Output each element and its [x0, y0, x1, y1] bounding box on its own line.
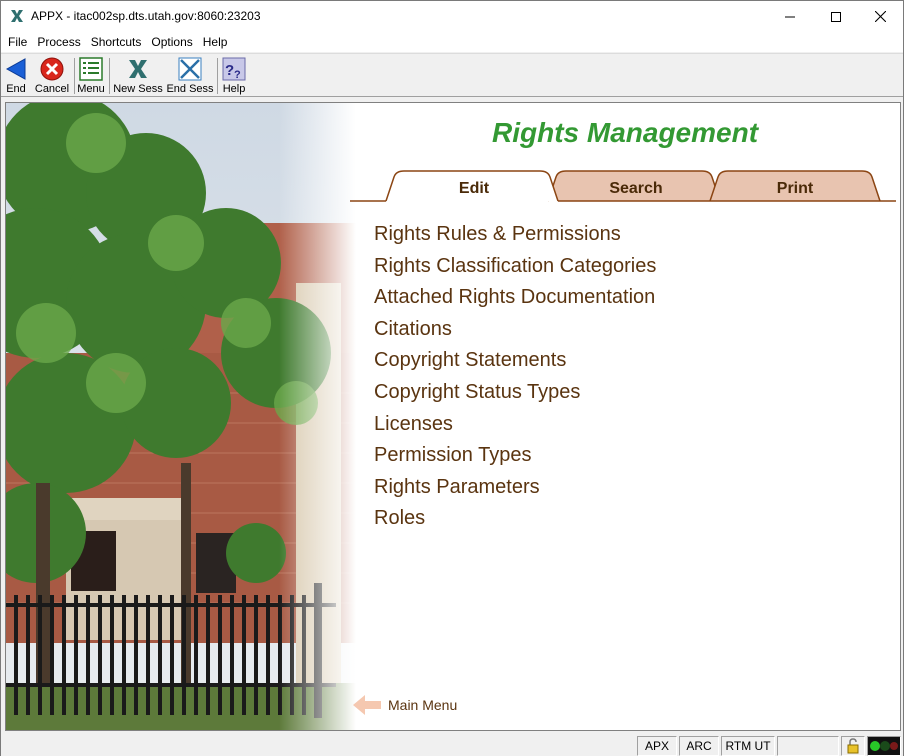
status-field-blank — [777, 736, 839, 756]
end-sess-label: End Sess — [166, 83, 214, 95]
end-button[interactable]: End — [3, 56, 29, 96]
close-icon — [874, 11, 886, 22]
page-title: Rights Management — [491, 117, 759, 148]
status-bar: APX ARC RTM UT — [1, 735, 903, 756]
content-area: Rights Management Edit Search Print Righ… — [5, 102, 901, 731]
appx-new-session-icon — [129, 60, 147, 78]
lock-icon — [847, 738, 859, 754]
menu-help[interactable]: Help — [202, 35, 228, 49]
menu-process[interactable]: Process — [37, 35, 81, 49]
status-field-apx: APX — [637, 736, 677, 756]
status-lights-icon — [870, 741, 898, 751]
maximize-icon — [831, 11, 841, 22]
list-menu-icon — [79, 57, 103, 81]
menu-label: Menu — [77, 83, 105, 95]
close-button[interactable] — [857, 1, 903, 32]
option-permission-types[interactable]: Permission Types — [374, 444, 532, 467]
option-attached-rights-documentation[interactable]: Attached Rights Documentation — [374, 286, 656, 309]
help-icon: ? ? — [222, 57, 246, 81]
left-arrow-icon — [353, 695, 381, 715]
tab-edit[interactable]: Edit — [458, 180, 490, 197]
status-field-rtm: RTM UT — [721, 736, 775, 756]
menu-file[interactable]: File — [8, 35, 28, 49]
title-bar: APPX - itac002sp.dts.utah.gov:8060:23203 — [1, 1, 903, 32]
cancel-icon — [40, 57, 64, 81]
option-copyright-statements[interactable]: Copyright Statements — [374, 349, 567, 372]
building-photo-image — [6, 103, 356, 730]
option-citations[interactable]: Citations — [374, 317, 452, 340]
end-session-button[interactable]: End Sess — [165, 56, 215, 96]
status-field-arc: ARC — [679, 736, 719, 756]
minimize-icon — [785, 16, 795, 17]
menu-options[interactable]: Options — [151, 35, 193, 49]
end-label: End — [6, 83, 26, 95]
window-title: APPX - itac002sp.dts.utah.gov:8060:23203 — [31, 9, 261, 23]
cancel-button[interactable]: Cancel — [33, 56, 71, 96]
option-copyright-status-types[interactable]: Copyright Status Types — [374, 380, 581, 403]
option-list: Rights Rules & Permissions Rights Classi… — [374, 219, 656, 535]
new-sess-label: New Sess — [113, 83, 163, 95]
main-menu-link[interactable]: Main Menu — [352, 693, 457, 717]
maximize-button[interactable] — [813, 1, 859, 32]
svg-text:?: ? — [234, 69, 241, 81]
tab-search[interactable]: Search — [609, 180, 663, 197]
menu-button[interactable]: Menu — [77, 56, 105, 96]
toolbar-separator — [74, 58, 75, 94]
toolbar: End Cancel Menu — [1, 53, 903, 97]
appx-logo-icon — [11, 10, 23, 22]
building-photo — [6, 103, 356, 730]
menu-shortcuts[interactable]: Shortcuts — [90, 35, 142, 49]
main-menu-label: Main Menu — [388, 697, 458, 713]
help-label: Help — [222, 83, 246, 95]
connection-lights — [867, 736, 901, 756]
help-button[interactable]: ? ? Help — [221, 56, 247, 96]
tab-strip: Edit Search Print — [350, 169, 896, 203]
option-rights-parameters[interactable]: Rights Parameters — [374, 475, 540, 498]
tab-shapes — [350, 170, 896, 202]
toolbar-separator — [217, 58, 218, 94]
new-session-button[interactable]: New Sess — [113, 56, 163, 96]
tab-print[interactable]: Print — [776, 180, 814, 197]
option-rights-classification-categories[interactable]: Rights Classification Categories — [374, 254, 657, 277]
lock-status — [841, 736, 865, 756]
end-session-icon — [178, 57, 202, 81]
menu-bar: File Process Shortcuts Options Help — [1, 32, 903, 52]
option-rights-rules-permissions[interactable]: Rights Rules & Permissions — [374, 223, 621, 245]
minimize-button[interactable] — [767, 1, 813, 32]
option-licenses[interactable]: Licenses — [374, 412, 453, 435]
option-roles[interactable]: Roles — [374, 507, 426, 530]
toolbar-separator — [109, 58, 110, 94]
svg-text:?: ? — [225, 62, 234, 79]
back-arrow-icon — [5, 58, 26, 80]
cancel-label: Cancel — [34, 83, 70, 95]
